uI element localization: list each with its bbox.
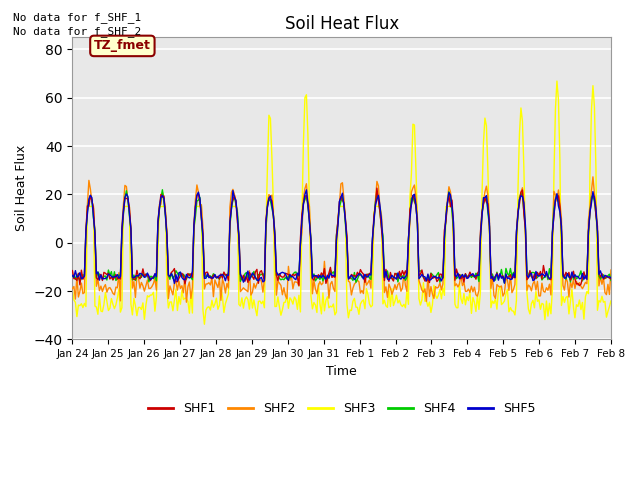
- Text: No data for f_SHF_1: No data for f_SHF_1: [13, 12, 141, 23]
- Legend: SHF1, SHF2, SHF3, SHF4, SHF5: SHF1, SHF2, SHF3, SHF4, SHF5: [143, 397, 540, 420]
- Title: Soil Heat Flux: Soil Heat Flux: [285, 15, 399, 33]
- Text: TZ_fmet: TZ_fmet: [94, 39, 151, 52]
- Text: No data for f_SHF_2: No data for f_SHF_2: [13, 26, 141, 37]
- Y-axis label: Soil Heat Flux: Soil Heat Flux: [15, 145, 28, 231]
- X-axis label: Time: Time: [326, 365, 357, 378]
